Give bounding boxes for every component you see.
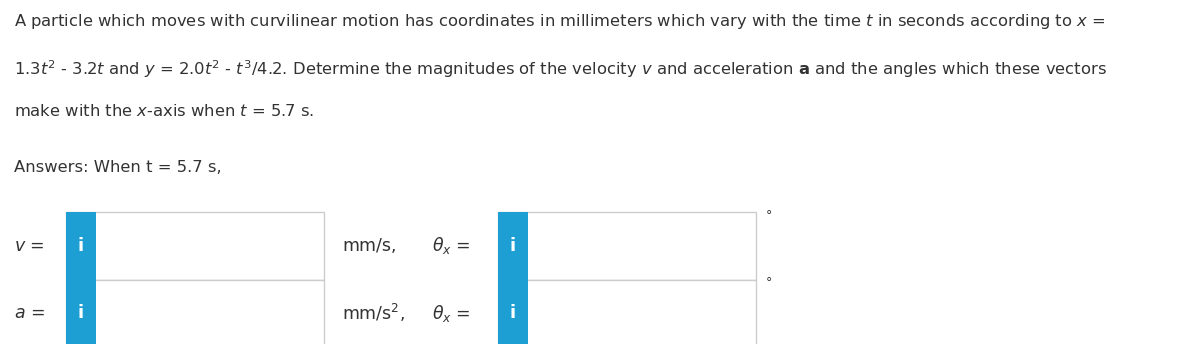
Text: Answers: When t = 5.7 s,: Answers: When t = 5.7 s,	[14, 160, 222, 175]
Text: $a$ =: $a$ =	[14, 304, 46, 322]
FancyBboxPatch shape	[66, 213, 96, 279]
Text: i: i	[78, 304, 84, 322]
FancyBboxPatch shape	[498, 279, 756, 344]
FancyBboxPatch shape	[66, 213, 324, 279]
Text: i: i	[510, 237, 516, 255]
Text: mm/s$^2$,: mm/s$^2$,	[342, 302, 404, 324]
Text: 1.3$t^2$ - 3.2$t$ and $y$ = 2.0$t^2$ - $t^3$/4.2. Determine the magnitudes of th: 1.3$t^2$ - 3.2$t$ and $y$ = 2.0$t^2$ - $…	[14, 58, 1108, 80]
Text: °: °	[766, 209, 772, 222]
FancyBboxPatch shape	[66, 279, 324, 344]
Text: $\theta_x$ =: $\theta_x$ =	[432, 302, 470, 324]
FancyBboxPatch shape	[66, 279, 96, 344]
Text: $\theta_x$ =: $\theta_x$ =	[432, 235, 470, 257]
Text: A particle which moves with curvilinear motion has coordinates in millimeters wh: A particle which moves with curvilinear …	[14, 12, 1106, 31]
Text: make with the $x$-axis when $t$ = 5.7 s.: make with the $x$-axis when $t$ = 5.7 s.	[14, 103, 314, 119]
FancyBboxPatch shape	[498, 279, 528, 344]
Text: $v$ =: $v$ =	[14, 237, 44, 255]
FancyBboxPatch shape	[498, 213, 756, 279]
FancyBboxPatch shape	[498, 213, 528, 279]
Text: mm/s,: mm/s,	[342, 237, 396, 255]
Text: i: i	[510, 304, 516, 322]
Text: °: °	[766, 276, 772, 289]
Text: i: i	[78, 237, 84, 255]
